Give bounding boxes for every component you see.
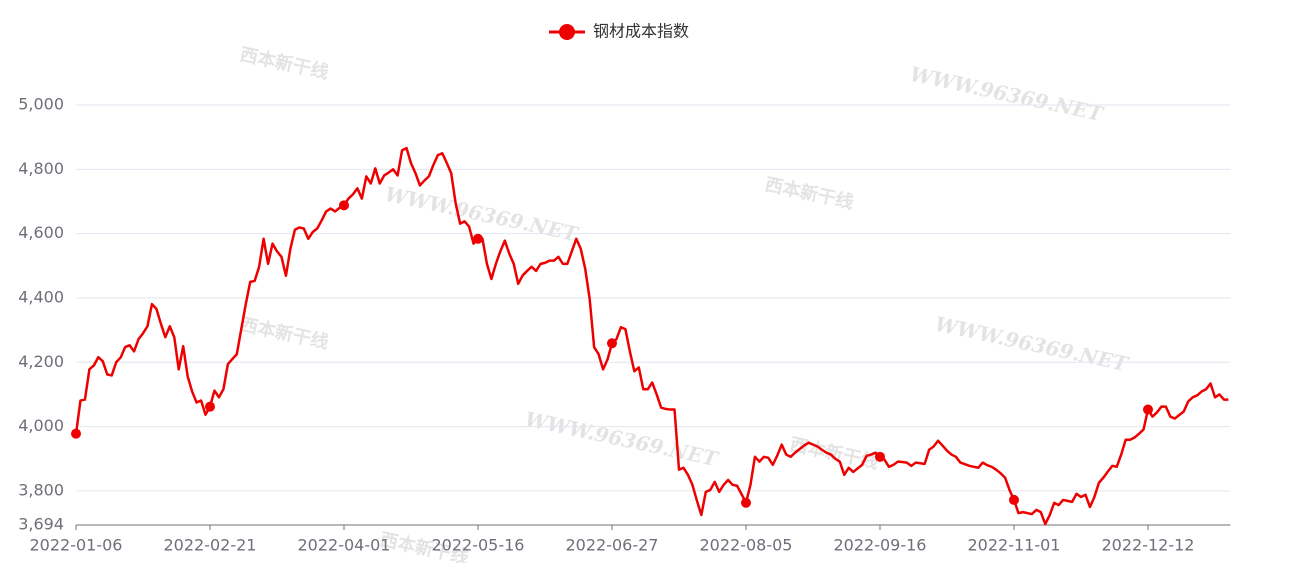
x-tick-label: 2022-11-01 (968, 536, 1061, 555)
y-tick-label: 4,200 (18, 352, 64, 371)
x-tick-label: 2022-04-01 (298, 536, 391, 555)
x-tick-label: 2022-06-27 (566, 536, 659, 555)
point-marker (1009, 494, 1019, 505)
x-tick-label: 2022-09-16 (834, 536, 927, 555)
series-line (74, 146, 1229, 526)
logo-watermark: 西本新干线 (238, 43, 331, 83)
legend-marker (559, 24, 575, 40)
y-tick-label: 3,800 (18, 480, 64, 499)
point-marker (339, 200, 349, 211)
point-marker (607, 338, 617, 349)
logo-watermark: 西本新干线 (788, 433, 881, 473)
point-marker (71, 428, 81, 439)
logo-watermark: 西本新干线 (238, 313, 331, 353)
x-tick-label: 2022-08-05 (700, 536, 793, 555)
point-marker (205, 401, 215, 412)
y-tick-label: 4,400 (18, 287, 64, 306)
y-tick-label: 4,600 (18, 223, 64, 242)
y-tick-label: 5,000 (18, 95, 64, 114)
point-marker (473, 233, 483, 244)
point-marker (741, 497, 751, 508)
point-marker (875, 451, 885, 462)
y-tick-label: 4,800 (18, 159, 64, 178)
watermark: WWW.96369.NET (933, 312, 1132, 377)
y-tick-label: 3,694 (18, 515, 64, 534)
x-tick-label: 2022-02-21 (164, 536, 257, 555)
logo-watermark: 西本新干线 (763, 173, 856, 213)
watermarks: WWW.96369.NET WWW.96369.NET WWW.96369.NE… (238, 43, 1132, 563)
y-tick-label: 4,000 (18, 416, 64, 435)
point-marker (1143, 404, 1153, 415)
x-tick-label: 2022-05-16 (432, 536, 525, 555)
legend-label: 钢材成本指数 (593, 22, 689, 41)
x-tick-label: 2022-01-06 (30, 536, 123, 555)
x-tick-label: 2022-12-12 (1102, 536, 1195, 555)
watermark: WWW.96369.NET (908, 62, 1107, 127)
watermark: WWW.96369.NET (523, 407, 722, 472)
